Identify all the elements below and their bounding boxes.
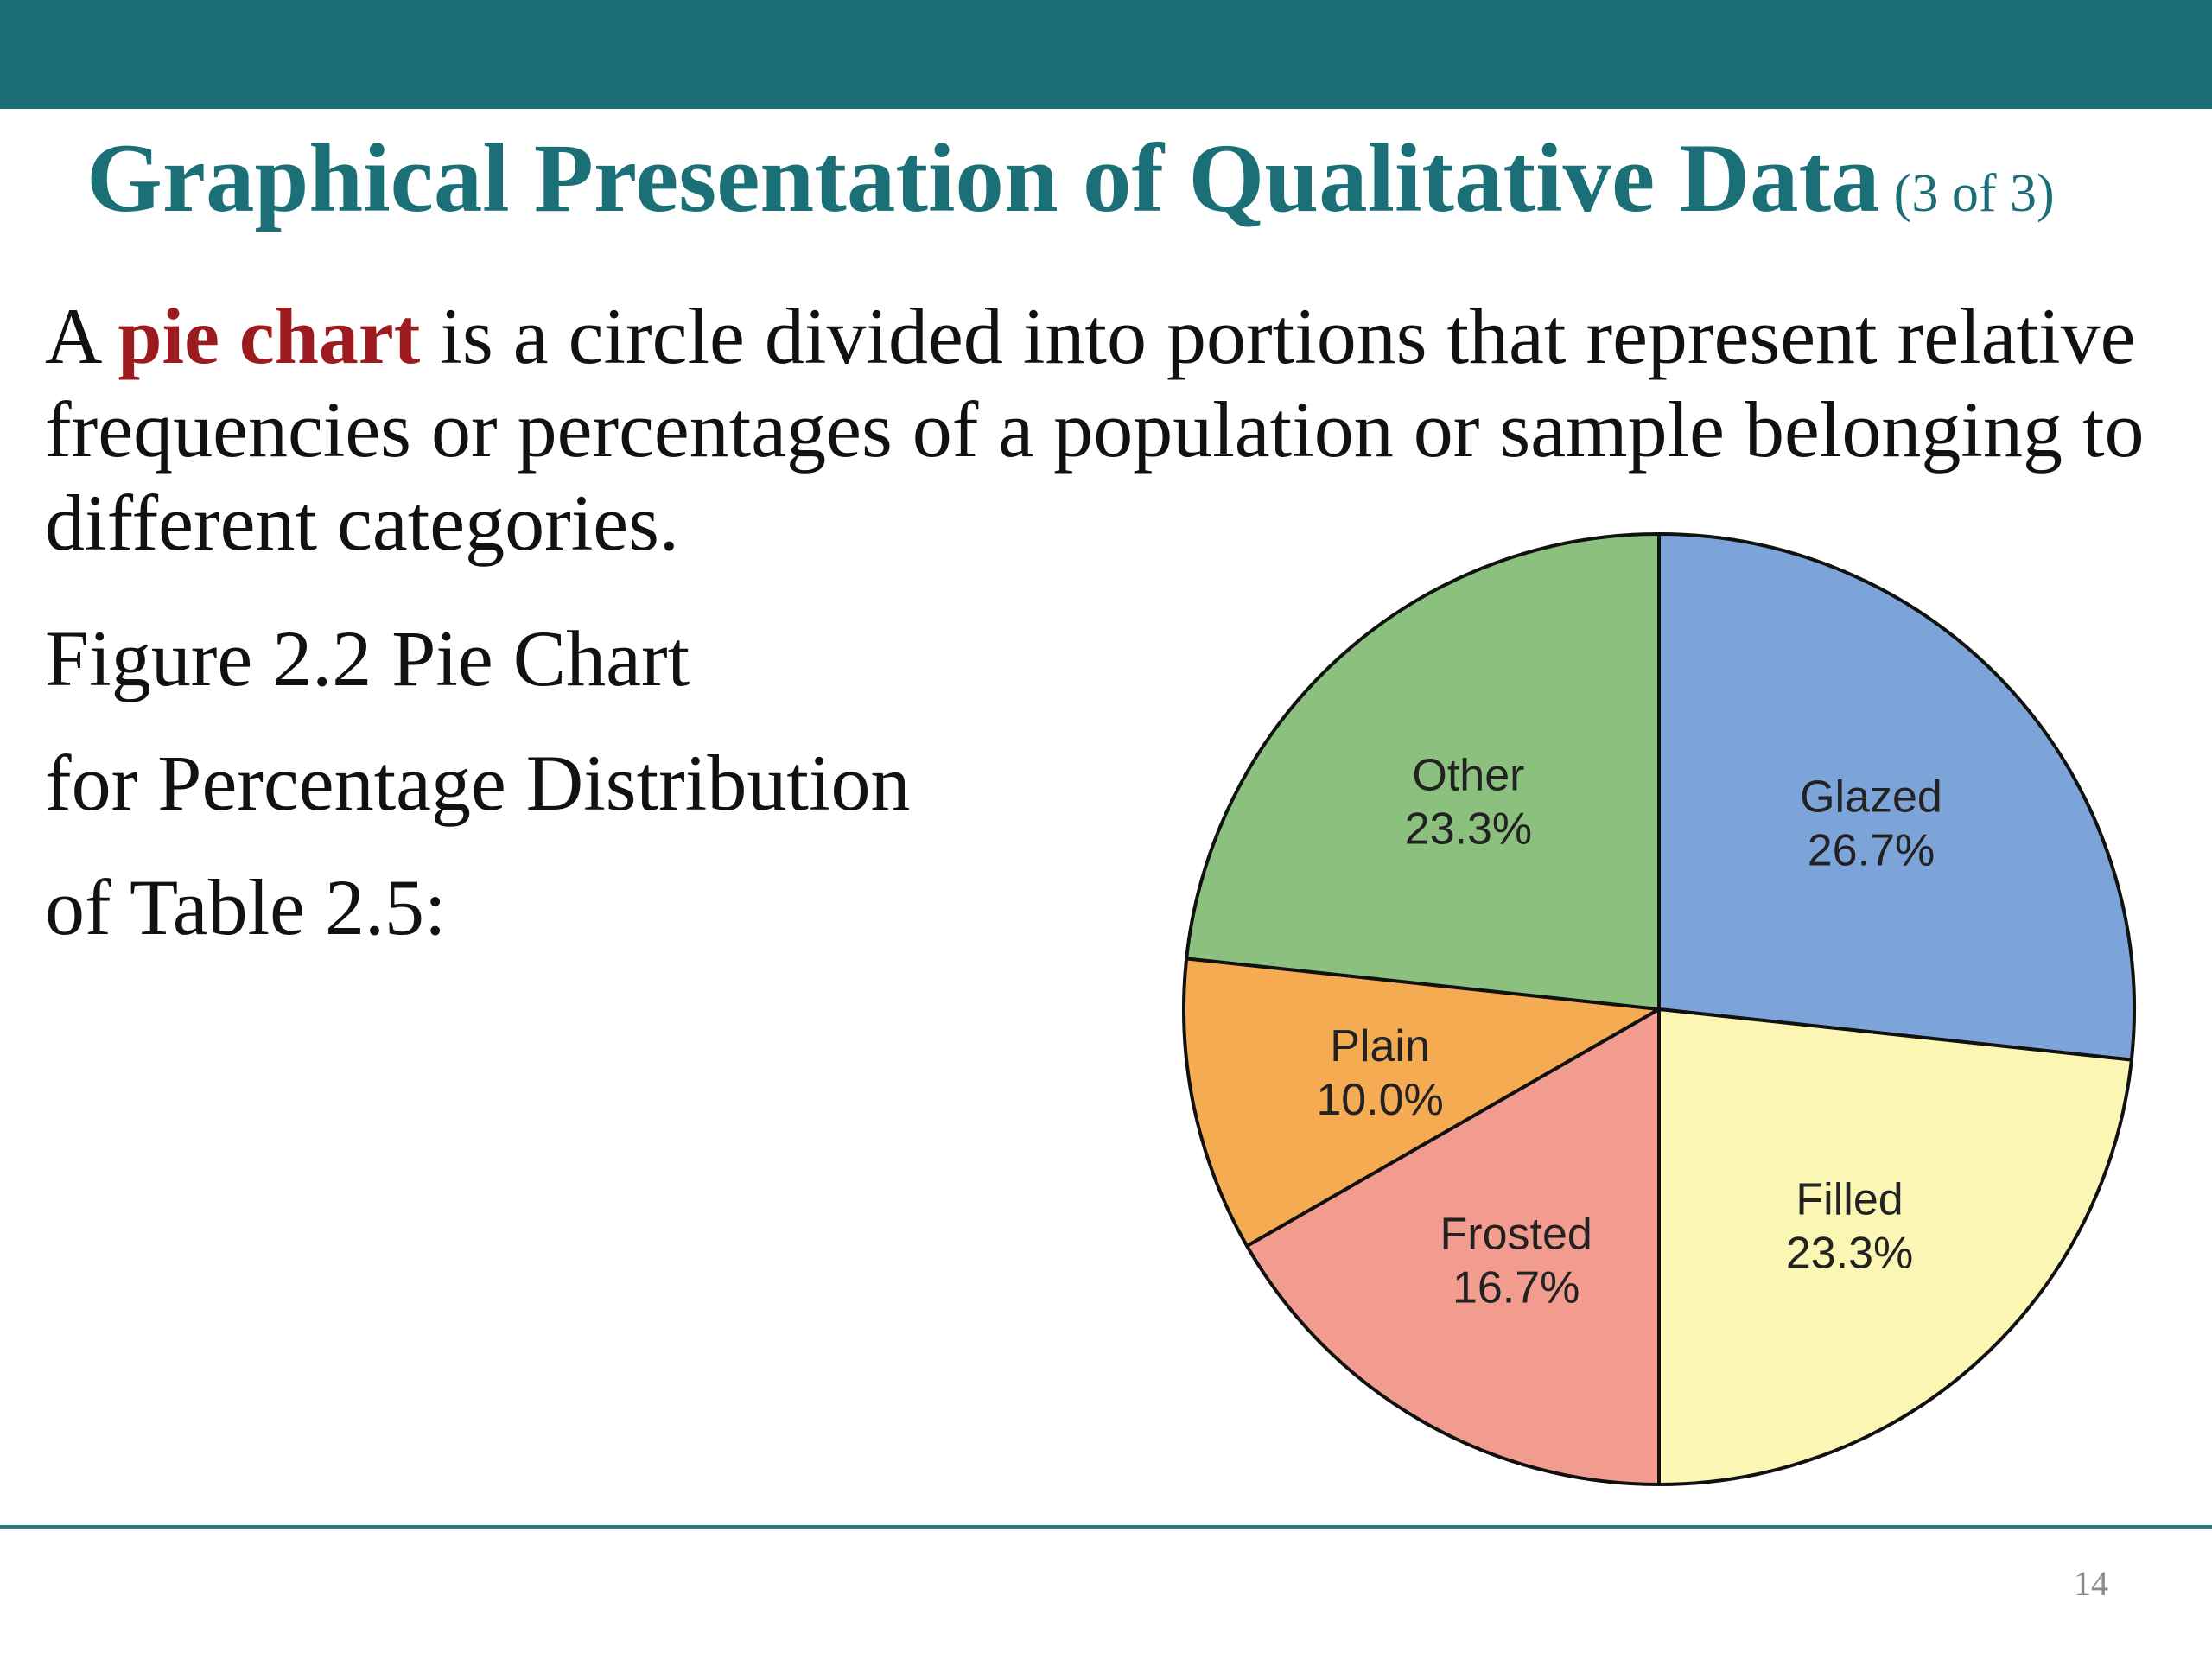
- pie-slice-other: [1185, 532, 1661, 1011]
- title-text: Graphical Presentation of Qualitative Da…: [86, 124, 1880, 232]
- pie-slice-filled: [1657, 1007, 2133, 1486]
- figure-caption: Figure 2.2 Pie Chart for Percentage Dist…: [45, 596, 911, 969]
- definition-rest: is a circle divided into portions that r…: [45, 292, 2145, 567]
- slide-title: Graphical Presentation of Qualitative Da…: [86, 123, 2055, 250]
- pie-slice-glazed: [1657, 532, 2137, 1062]
- pie-label-frosted-name: Frosted: [1440, 1210, 1592, 1260]
- footer-divider: [0, 1525, 2212, 1529]
- page-number: 14: [2074, 1564, 2108, 1603]
- figure-caption-line-3: of Table 2.5:: [45, 863, 447, 951]
- header-bar: [0, 0, 2212, 109]
- pie-label-filled-name: Filled: [1796, 1174, 1903, 1224]
- title-suffix: (3 of 3): [1893, 164, 2055, 223]
- pie-label-other-name: Other: [1412, 751, 1524, 801]
- pie-label-frosted-value: 16.7%: [1452, 1263, 1580, 1313]
- pie-label-filled-value: 23.3%: [1786, 1228, 1913, 1278]
- pie-label-glazed-name: Glazed: [1800, 772, 1942, 822]
- pie-label-glazed-value: 26.7%: [1808, 825, 1935, 875]
- figure-caption-line-2: for Percentage Distribution: [45, 739, 911, 827]
- pie-label-other-value: 23.3%: [1405, 804, 1532, 855]
- definition-paragraph: A pie chart is a circle divided into por…: [45, 289, 2188, 569]
- figure-caption-line-1: Figure 2.2 Pie Chart: [45, 614, 690, 702]
- pie-slice-plain: [1182, 957, 1661, 1249]
- pie-slice-frosted: [1245, 1007, 1661, 1486]
- pie-label-plain-value: 10.0%: [1316, 1075, 1443, 1125]
- pie-label-plain-name: Plain: [1330, 1021, 1430, 1071]
- definition-term: pie chart: [118, 292, 421, 380]
- definition-prefix: A: [45, 292, 118, 380]
- pie-chart: Glazed26.7%Filled23.3%Frosted16.7%Plain1…: [1182, 532, 2137, 1486]
